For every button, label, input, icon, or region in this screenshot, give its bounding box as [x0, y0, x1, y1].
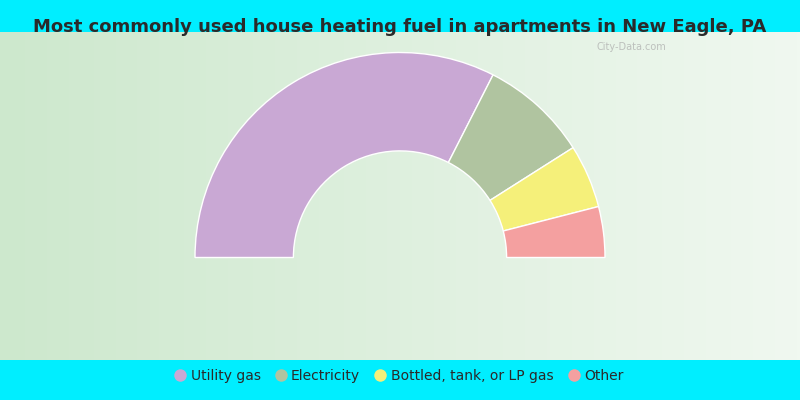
Wedge shape — [195, 52, 493, 258]
Wedge shape — [503, 206, 605, 258]
Wedge shape — [490, 148, 598, 231]
Wedge shape — [448, 75, 573, 200]
Text: City-Data.com: City-Data.com — [597, 42, 666, 52]
Text: Most commonly used house heating fuel in apartments in New Eagle, PA: Most commonly used house heating fuel in… — [34, 18, 766, 36]
Legend: Utility gas, Electricity, Bottled, tank, or LP gas, Other: Utility gas, Electricity, Bottled, tank,… — [177, 369, 623, 383]
